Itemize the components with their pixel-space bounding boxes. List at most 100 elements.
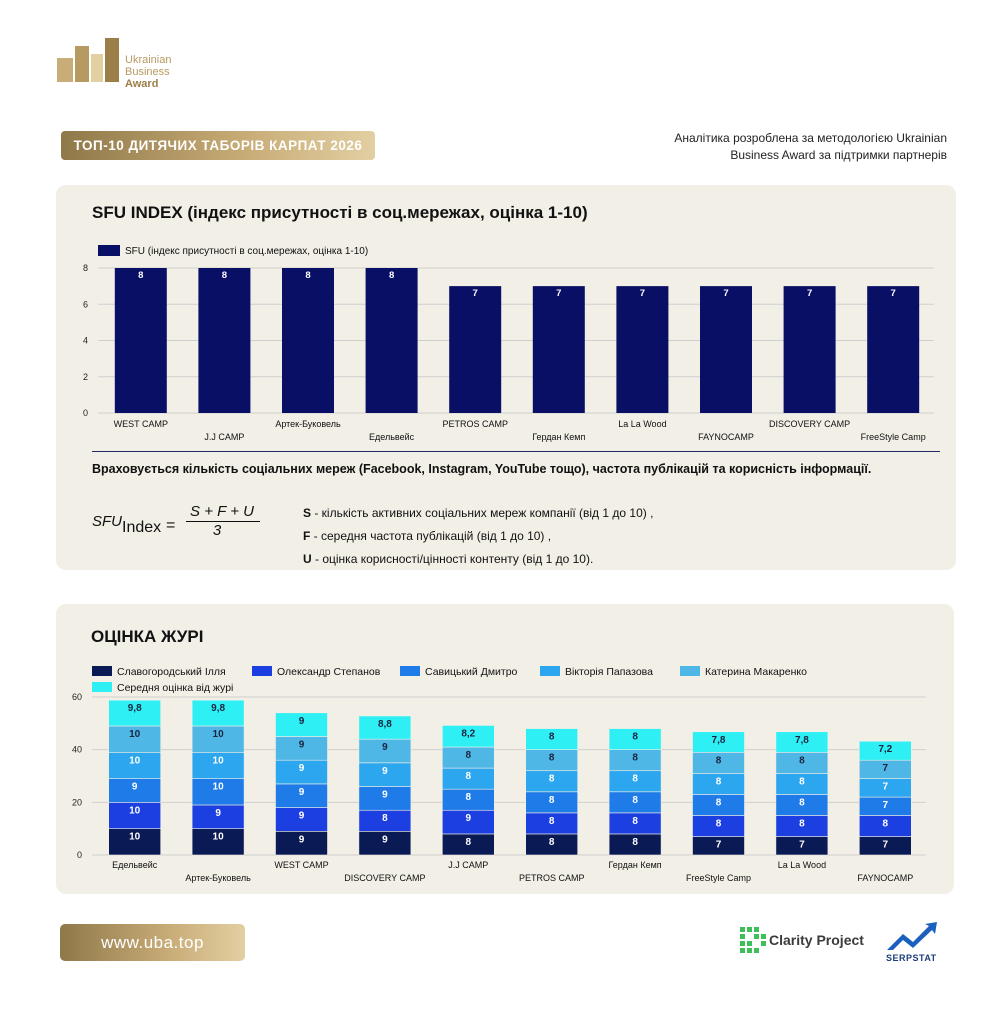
x-tick-label: PETROS CAMP <box>442 419 508 429</box>
bar <box>449 286 502 413</box>
bar <box>282 268 334 413</box>
bar <box>532 286 585 413</box>
segment-data-label: 7 <box>883 800 889 811</box>
page-title: ТОП-10 ДИТЯЧИХ ТАБОРІВ КАРПАТ 2026 <box>61 131 375 160</box>
legend-swatch <box>400 666 420 676</box>
legend-swatch <box>252 666 272 676</box>
legend-swatch <box>680 666 700 676</box>
def-s-text: - кількість активних соціальних мереж ко… <box>311 506 654 520</box>
segment-data-label: 9 <box>299 787 305 798</box>
segment-data-label: 8 <box>632 837 638 848</box>
y-tick-label: 6 <box>83 299 88 309</box>
segment-data-label: 9 <box>299 834 305 845</box>
segment-data-label: 10 <box>129 755 141 766</box>
y-tick-label: 60 <box>72 692 82 702</box>
segment-data-label: 8 <box>549 732 555 743</box>
segment-data-label: 8 <box>549 753 555 764</box>
segment-data-label: 8 <box>549 837 555 848</box>
segment-data-label: 8 <box>382 813 388 824</box>
stacked-bar-segment <box>441 725 495 748</box>
stacked-bar-segment <box>191 778 245 806</box>
x-tick-label: La La Wood <box>778 860 826 870</box>
serpstat-logo: SERPSTAT <box>885 920 941 964</box>
x-tick-label: PETROS CAMP <box>519 873 585 883</box>
segment-data-label: 8 <box>799 797 805 808</box>
y-tick-label: 20 <box>72 797 82 807</box>
sfu-chart-title: SFU INDEX (індекс присутності в соц.мере… <box>92 203 588 222</box>
x-tick-label: WEST CAMP <box>274 860 328 870</box>
def-f-key: F <box>303 529 311 543</box>
clarity-project-logo: Clarity Project <box>740 927 864 955</box>
x-tick-label: Гердан Кемп <box>609 860 662 870</box>
stacked-bar-segment <box>775 731 829 753</box>
segment-data-label: 10 <box>129 832 141 843</box>
segment-data-label: 8 <box>549 816 555 827</box>
methodology-note: Аналітика розроблена за методологією Ukr… <box>674 131 947 162</box>
x-tick-label: J.J CAMP <box>448 860 488 870</box>
stacked-bar-segment <box>108 802 161 829</box>
legend-swatch <box>540 666 560 676</box>
segment-data-label: 8 <box>632 816 638 827</box>
serpstat-label: SERPSTAT <box>886 953 937 963</box>
formula-definitions: S - кількість активних соціальних мереж … <box>303 502 653 571</box>
def-s: S - кількість активних соціальних мереж … <box>303 502 653 525</box>
segment-data-label: 9,8 <box>128 703 142 714</box>
y-tick-label: 4 <box>83 336 88 346</box>
stacked-bar-segment <box>525 728 579 750</box>
formula-numerator: S + F + U <box>190 503 254 520</box>
sfu-note: Враховується кількість соціальних мереж … <box>92 462 872 476</box>
bar-data-label: 8 <box>389 270 394 281</box>
segment-data-label: 7 <box>883 840 889 851</box>
stacked-bar-segment <box>275 712 328 737</box>
segment-data-label: 8 <box>799 819 805 830</box>
segment-data-label: 10 <box>213 782 225 793</box>
def-f-text: - середня частота публікацій (від 1 до 1… <box>310 529 552 543</box>
y-tick-label: 0 <box>77 850 82 860</box>
brand-logo-icon <box>57 38 119 82</box>
sfu-chart: SFU (індекс присутності в соц.мережах, о… <box>83 245 934 442</box>
bar-data-label: 7 <box>640 288 645 299</box>
site-url-link[interactable]: www.uba.top <box>60 924 245 961</box>
bar <box>365 268 418 413</box>
segment-data-label: 8 <box>716 819 722 830</box>
bar <box>700 286 752 413</box>
formula-denominator: 3 <box>212 522 222 539</box>
legend-swatch <box>92 682 112 692</box>
brand-logo-text: Ukrainian Business Award <box>125 54 171 90</box>
bar <box>867 286 920 413</box>
sfu-formula: SFU Index = S + F + U 3 <box>92 503 292 543</box>
brand-line2: Business <box>125 66 170 78</box>
segment-data-label: 7 <box>799 840 805 851</box>
legend-label: Савицький Дмитро <box>425 666 518 678</box>
x-tick-label: Едельвейс <box>369 432 415 442</box>
segment-data-label: 8,8 <box>378 719 392 730</box>
bar <box>198 268 251 413</box>
segment-data-label: 9,8 <box>211 703 225 714</box>
stacked-bar-segment <box>191 699 245 727</box>
bar <box>114 268 167 413</box>
formula-lhs: SFU <box>92 513 122 530</box>
segment-data-label: 9 <box>466 813 472 824</box>
legend-label: Катерина Макаренко <box>705 666 807 678</box>
x-tick-label: FreeStyle Camp <box>861 432 926 442</box>
brand-logo: Ukrainian Business Award <box>57 36 177 92</box>
segment-data-label: 9 <box>215 808 221 819</box>
segment-data-label: 10 <box>213 729 225 740</box>
bar-data-label: 8 <box>138 270 143 281</box>
brand-line1: Ukrainian <box>125 54 172 66</box>
segment-data-label: 8 <box>716 755 722 766</box>
segment-data-label: 8,2 <box>461 728 475 739</box>
segment-data-label: 8 <box>466 792 472 803</box>
x-tick-label: DISCOVERY CAMP <box>344 873 425 883</box>
segment-data-label: 7,8 <box>712 735 726 746</box>
segment-data-label: 7 <box>883 763 889 774</box>
jury-chart-title: ОЦІНКА ЖУРІ <box>91 627 204 646</box>
clarity-grid-icon <box>740 927 766 953</box>
bar <box>783 286 836 413</box>
segment-data-label: 10 <box>129 805 141 816</box>
brand-line3: Award <box>125 78 159 90</box>
stacked-bar-segment <box>191 725 245 753</box>
segment-data-label: 10 <box>213 755 225 766</box>
segment-data-label: 8 <box>549 795 555 806</box>
x-tick-label: J.J CAMP <box>204 432 244 442</box>
